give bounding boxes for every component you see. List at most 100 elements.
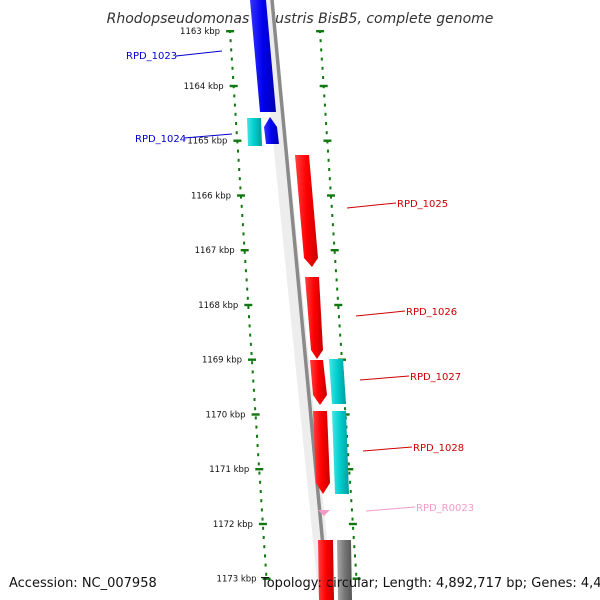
- left-track-dot: [237, 149, 239, 153]
- kbp-ticks: 1163 kbp 1164 kbp 1165 kbp 1166 kbp 1167 kbp…: [180, 27, 361, 585]
- kbp-tick-label: 1166 kbp: [191, 191, 231, 201]
- kbp-tick-mark-left: [248, 358, 256, 361]
- right-track-dot: [353, 545, 356, 549]
- gene-label-rpd-1026[interactable]: RPD_1026: [406, 307, 457, 318]
- right-track-dot: [334, 269, 337, 273]
- right-track-dot: [337, 306, 340, 309]
- left-track-dot: [257, 462, 260, 466]
- kbp-tick-mark-left: [258, 522, 267, 526]
- left-track-dot: [240, 195, 242, 199]
- left-track-dot: [264, 554, 266, 558]
- left-track-dot: [258, 471, 261, 475]
- left-track-dot: [264, 563, 267, 567]
- gene-bottom-red[interactable]: [318, 540, 334, 600]
- left-track-dot: [233, 103, 236, 107]
- right-track-dot: [323, 103, 326, 107]
- left-track-dot: [260, 508, 263, 512]
- kbp-tick-mark-left: [251, 413, 260, 416]
- left-track-dot: [262, 526, 265, 530]
- right-track-dot: [350, 499, 353, 503]
- left-track-dot: [244, 269, 247, 273]
- gene-rpd-1028[interactable]: [313, 411, 330, 494]
- gene-label-rpd-r0023[interactable]: RPD_R0023: [416, 503, 474, 514]
- kbp-tick-mark-left: [237, 194, 245, 197]
- kbp-tick-label: 1165 kbp: [187, 137, 227, 147]
- right-track-dot: [325, 131, 328, 135]
- left-track-dot: [237, 158, 240, 162]
- left-track-dot: [230, 57, 233, 61]
- right-track-dot: [336, 296, 339, 300]
- gene-cyan-feature-1028[interactable]: [332, 411, 349, 494]
- kbp-tick-mark-right: [345, 468, 354, 471]
- left-track-dot: [262, 536, 265, 539]
- gene-cyan-feature-1027[interactable]: [329, 359, 346, 404]
- left-track-dot: [233, 94, 236, 98]
- kbp-tick-mark-right: [348, 522, 357, 526]
- right-track-dot: [338, 324, 341, 328]
- left-track-dot: [229, 39, 232, 43]
- gene-rpd-1023[interactable]: [250, 0, 276, 112]
- right-track-dot: [355, 572, 358, 576]
- gene-cyan-feature-left[interactable]: [247, 118, 262, 146]
- gene-label-rpd-1028[interactable]: RPD_1028: [413, 443, 464, 454]
- gene-label-rpd-1027[interactable]: RPD_1027: [410, 372, 461, 383]
- gene-rpd-r0023[interactable]: [318, 510, 330, 516]
- right-track-dot: [346, 444, 349, 447]
- kbp-tick-mark-right: [352, 577, 361, 580]
- gene-rpd-1027[interactable]: [310, 360, 327, 405]
- gene-label-rpd-1023[interactable]: RPD_1023: [126, 51, 177, 62]
- left-track-dot: [230, 48, 233, 52]
- kbp-tick-label: 1173 kbp: [217, 575, 257, 585]
- left-track-dot: [259, 480, 262, 484]
- kbp-tick-label: 1170 kbp: [206, 410, 246, 420]
- left-track-dot: [234, 112, 237, 116]
- kbp-tick-mark-right: [319, 84, 328, 88]
- right-track-dot: [328, 168, 331, 171]
- left-track-dot: [238, 177, 241, 181]
- gene-rpd-1026[interactable]: [305, 277, 323, 359]
- left-track-dot: [246, 296, 249, 300]
- gene-rpd-1024[interactable]: [264, 117, 279, 144]
- right-track-dot: [351, 517, 354, 521]
- genome-backbone: [270, 0, 330, 600]
- kbp-tick-label: 1169 kbp: [202, 356, 242, 366]
- right-track-dot: [346, 434, 348, 438]
- kbp-tick-label: 1168 kbp: [198, 301, 238, 311]
- left-track-dot: [260, 499, 263, 503]
- left-track-dot: [239, 186, 242, 190]
- kbp-tick-label: 1163 kbp: [180, 27, 220, 37]
- left-track-dot: [243, 250, 246, 254]
- kbp-tick-mark-left: [255, 468, 264, 471]
- left-track-dot: [235, 131, 238, 135]
- right-track-dot: [328, 177, 331, 181]
- left-track-dot: [244, 260, 247, 263]
- right-track-dot: [347, 462, 350, 466]
- kbp-tick-mark-right: [334, 303, 343, 307]
- gene-label-lines: [175, 50, 416, 512]
- gene-label-rpd-1024[interactable]: RPD_1024: [135, 134, 186, 145]
- gene-labels: RPD_1023 RPD_1024 RPD_1025 RPD_1026 RPD_…: [126, 51, 474, 514]
- left-track-dot: [254, 416, 257, 420]
- left-track-dot: [243, 241, 246, 245]
- right-track-dot: [320, 48, 323, 52]
- left-track-dot: [255, 425, 258, 429]
- gene-bottom-gray[interactable]: [337, 540, 352, 600]
- gene-label-rpd-1025[interactable]: RPD_1025: [397, 199, 448, 210]
- left-track-dot: [254, 407, 257, 411]
- right-track-dot: [339, 333, 342, 337]
- left-track-dot: [241, 223, 244, 227]
- kbp-tick-mark-left: [240, 249, 249, 252]
- right-track-dot: [327, 158, 330, 162]
- left-track-dot: [247, 306, 250, 309]
- kbp-tick-mark-left: [262, 577, 271, 580]
- gene-rpd-1025[interactable]: [295, 155, 318, 267]
- left-track-dot: [240, 204, 243, 208]
- right-track-dot: [325, 122, 328, 125]
- left-track-dot: [251, 370, 254, 374]
- left-track-dot: [253, 398, 256, 401]
- right-track-dot: [331, 214, 334, 217]
- left-track-dot: [251, 361, 254, 365]
- right-track-dot: [330, 204, 333, 208]
